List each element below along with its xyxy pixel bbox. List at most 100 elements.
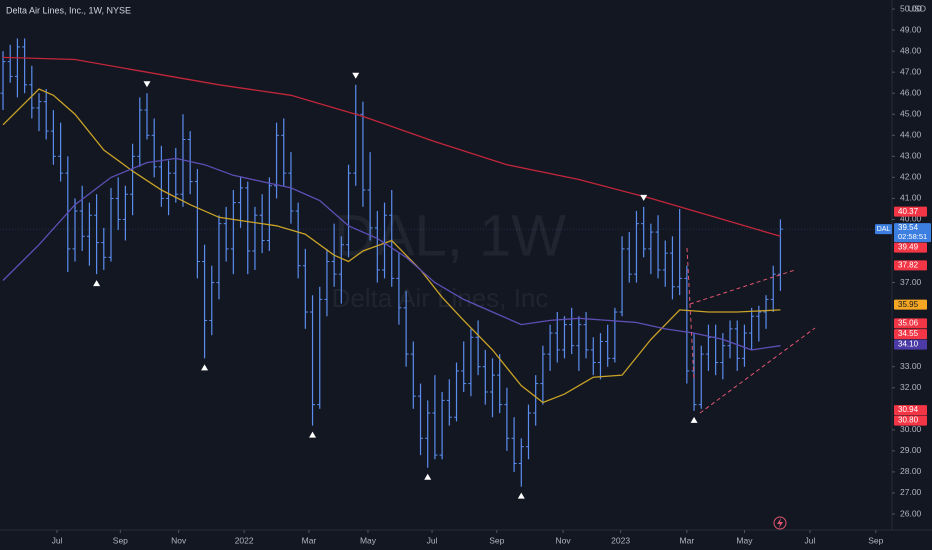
ohlc-bar	[533, 375, 539, 426]
price-tag-label: 35.95	[898, 300, 919, 309]
chart-title: Delta Air Lines, Inc., 1W, NYSE	[6, 5, 131, 15]
pivot-low-marker	[424, 473, 432, 480]
pivot-low-marker	[309, 431, 317, 438]
price-tag-label: 40.37	[898, 207, 919, 216]
price-tag	[894, 206, 927, 217]
ohlc-bar	[576, 316, 582, 371]
ohlc-bar	[86, 202, 92, 266]
ohlc-bar	[130, 143, 136, 216]
pivot-high-marker	[143, 81, 151, 88]
ohlc-bar	[0, 51, 6, 111]
ohlc-bar	[151, 118, 157, 178]
y-tick-label: 48.00	[900, 45, 922, 55]
ohlc-bar	[281, 118, 287, 186]
x-tick-label: Sep	[868, 535, 883, 545]
watermark-subtitle: Delta Air Lines, Inc	[332, 283, 549, 313]
ohlc-bar	[101, 227, 107, 270]
y-tick-label: 43.00	[900, 151, 922, 161]
trend-line	[689, 269, 796, 305]
ohlc-bar	[158, 145, 164, 207]
ohlc-bar	[324, 248, 330, 317]
x-tick-label: Mar	[680, 535, 695, 545]
alert-icon[interactable]	[773, 516, 787, 530]
x-tick-label: Nov	[555, 535, 571, 545]
ohlc-bar	[734, 320, 740, 371]
ohlc-bar	[166, 160, 172, 216]
price-tag	[894, 415, 927, 426]
y-tick-label: 32.00	[900, 382, 922, 392]
x-tick-label: Jul	[805, 535, 816, 545]
ohlc-bar	[310, 295, 316, 426]
price-tag-label: 34.55	[898, 329, 919, 338]
ohlc-bar	[461, 341, 467, 392]
ohlc-bar	[749, 307, 755, 350]
ohlc-bar	[561, 316, 567, 359]
y-tick-label: 44.00	[900, 130, 922, 140]
ohlc-bar	[374, 211, 380, 283]
x-tick-label: Sep	[113, 535, 128, 545]
ohlc-bar	[597, 333, 603, 380]
ohlc-bar	[396, 253, 402, 325]
pivot-low-marker	[690, 416, 698, 423]
ohlc-bar	[619, 236, 625, 317]
ohlc-bar	[346, 164, 352, 258]
ohlc-bar	[691, 333, 697, 411]
ohlc-bar	[173, 147, 179, 203]
ohlc-bar	[590, 337, 596, 376]
alert-bolt[interactable]	[777, 518, 783, 528]
ohlc-bar	[144, 93, 150, 140]
y-tick-label: 27.00	[900, 487, 922, 497]
pivot-low-marker	[201, 364, 209, 371]
ohlc-bar	[389, 189, 395, 287]
y-tick-label: 29.00	[900, 445, 922, 455]
price-tag-label: 30.80	[898, 416, 919, 425]
ohlc-bar	[202, 244, 208, 359]
y-tick-label: 30.00	[900, 424, 922, 434]
ohlc-bar	[482, 349, 488, 405]
moving-average-line	[2, 88, 781, 404]
ohlc-bar	[504, 387, 510, 451]
x-tick-label: Mar	[302, 535, 317, 545]
ohlc-bar	[418, 383, 424, 456]
y-tick-label: 49.00	[900, 24, 922, 34]
ohlc-bar	[727, 320, 733, 359]
ohlc-bar	[475, 320, 481, 376]
ohlc-bar	[540, 345, 546, 405]
pivot-high-marker	[352, 72, 360, 79]
ohlc-bar	[684, 265, 690, 384]
x-tick-label: Nov	[171, 535, 187, 545]
price-tag	[894, 329, 927, 340]
ohlc-bar	[741, 324, 747, 367]
ohlc-bar	[518, 438, 524, 487]
alert-circle[interactable]	[773, 516, 787, 530]
ohlc-bar	[677, 208, 683, 296]
ohlc-bar	[662, 240, 668, 287]
ohlc-bar	[266, 177, 272, 252]
ohlc-bar	[115, 177, 121, 230]
symbol-tag-label: DAL	[877, 226, 891, 233]
ohlc-bar	[439, 391, 445, 460]
ohlc-bar	[633, 211, 639, 283]
ohlc-bar	[72, 198, 78, 262]
ohlc-bar	[338, 236, 344, 304]
ohlc-bar	[245, 181, 251, 275]
y-tick-label: 42.00	[900, 172, 922, 182]
pivot-low-marker	[93, 280, 101, 287]
ohlc-bar	[94, 194, 100, 275]
ohlc-bar	[194, 168, 200, 279]
ohlc-bar	[763, 295, 769, 329]
ohlc-bar	[122, 185, 128, 241]
currency-label: USD	[908, 3, 926, 13]
ohlc-bar	[490, 358, 496, 418]
ohlc-bar	[655, 215, 661, 279]
ohlc-bar	[547, 324, 553, 371]
price-tag	[894, 339, 927, 350]
ohlc-bar	[756, 305, 762, 342]
trend-drawings	[686, 247, 816, 414]
price-tag-label: 35.06	[898, 318, 919, 327]
ohlc-bar	[641, 206, 647, 258]
y-tick-label: 41.00	[900, 193, 922, 203]
ohlc-bar	[274, 122, 280, 199]
ohlc-bar	[14, 38, 20, 98]
